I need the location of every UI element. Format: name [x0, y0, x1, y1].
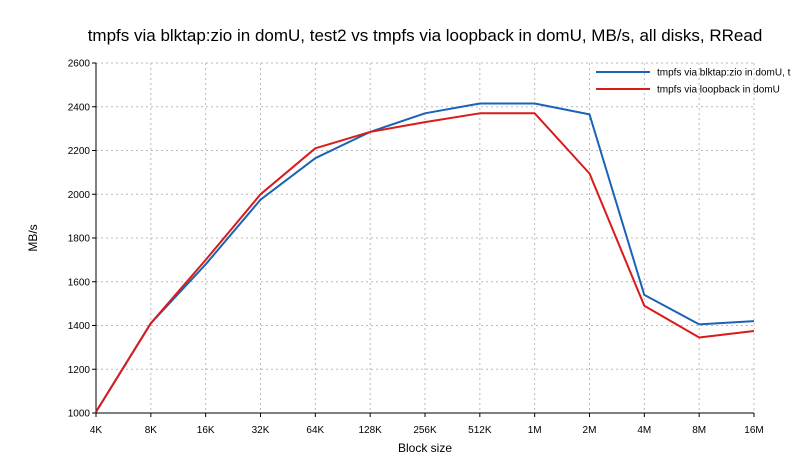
- legend-label-2: tmpfs via loopback in domU: [657, 85, 780, 96]
- y-tick-label: 2200: [68, 146, 91, 157]
- y-tick-labels: 1000 1200 1400 1600 1800 2000 2200 2400 2600: [68, 59, 91, 420]
- y-tick-label: 2600: [68, 59, 91, 70]
- y-tick-label: 1800: [68, 234, 91, 245]
- x-tick-label: 8M: [692, 425, 706, 436]
- x-tick-label: 1M: [528, 425, 542, 436]
- x-tick-label: 128K: [358, 425, 382, 436]
- x-tick-label: 32K: [252, 425, 270, 436]
- x-tick-label: 8K: [145, 425, 158, 436]
- y-tick-label: 1600: [68, 277, 91, 288]
- x-tick-label: 512K: [468, 425, 492, 436]
- x-tick-label: 16M: [744, 425, 763, 436]
- x-tick-label: 256K: [413, 425, 437, 436]
- x-tick-label: 16K: [197, 425, 215, 436]
- y-tick-label: 2000: [68, 190, 91, 201]
- series-line-2: [95, 112, 755, 413]
- x-tick-labels: 4K 8K 16K 32K 64K 128K 256K 512K 1M 2M 4M 8M 16M: [90, 425, 764, 436]
- x-tick-label: 4M: [637, 425, 651, 436]
- y-tick-label: 1200: [68, 365, 91, 376]
- x-tick-label: 64K: [306, 425, 324, 436]
- x-tick-label: 2M: [583, 425, 597, 436]
- series-line-1: [95, 102, 755, 413]
- series-lines: [95, 102, 755, 413]
- chart-title: tmpfs via blktap:zio in domU, test2 vs t…: [88, 26, 763, 45]
- x-axis-label: Block size: [398, 441, 452, 455]
- axes: [92, 62, 755, 417]
- x-tick-label: 4K: [90, 425, 103, 436]
- legend-label-1: tmpfs via blktap:zio in domU, t: [657, 68, 791, 79]
- y-tick-label: 1400: [68, 321, 91, 332]
- grid-lines: [96, 62, 755, 413]
- legend: tmpfs via blktap:zio in domU, t tmpfs via…: [596, 68, 791, 96]
- y-tick-label: 1000: [68, 409, 91, 420]
- y-axis-label: MB/s: [26, 224, 40, 251]
- y-tick-label: 2400: [68, 102, 91, 113]
